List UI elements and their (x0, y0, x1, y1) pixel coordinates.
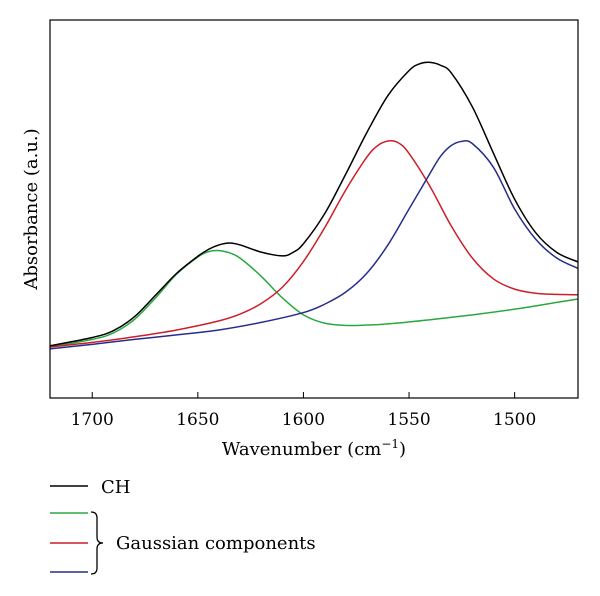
x-tick-label-1650: 1650 (176, 410, 219, 430)
x-axis-tick-labels: 1700 1650 1600 1550 1500 (71, 410, 537, 430)
x-axis-title-close: ) (399, 439, 406, 460)
legend-group-label: Gaussian components (116, 533, 316, 554)
x-tick-label-1500: 1500 (493, 410, 536, 430)
series-red-component-line (49, 140, 579, 348)
x-axis-title: Wavenumber (cm−1) (222, 437, 406, 460)
y-axis-title: Absorbance (a.u.) (21, 128, 42, 290)
plot-frame (49, 19, 579, 399)
x-axis-ticks (91, 392, 516, 398)
x-tick-label-1600: 1600 (282, 410, 325, 430)
legend: CH Gaussian components (50, 477, 316, 575)
x-tick-label-1700: 1700 (71, 410, 114, 430)
x-axis-title-main: Wavenumber (cm (222, 439, 381, 460)
legend-label-ch: CH (101, 477, 130, 498)
plot-lines (49, 61, 579, 350)
x-tick-label-1550: 1550 (387, 410, 430, 430)
x-axis-title-superscript: −1 (381, 437, 399, 451)
legend-brace (90, 511, 104, 575)
series-green-component-line (49, 249, 579, 348)
series-blue-component-line (49, 139, 579, 350)
series-ch-line (49, 61, 579, 347)
